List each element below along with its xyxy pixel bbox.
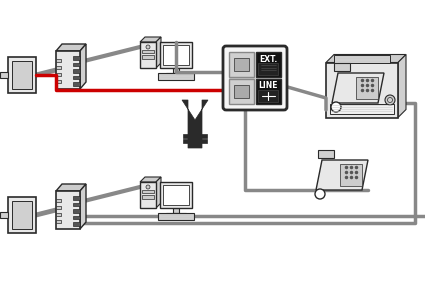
Polygon shape xyxy=(80,44,86,89)
Bar xyxy=(258,63,278,74)
Text: EXT.: EXT. xyxy=(259,55,278,64)
Bar xyxy=(340,164,362,186)
Bar xyxy=(160,42,192,68)
Bar xyxy=(234,85,249,98)
Polygon shape xyxy=(156,37,161,68)
Bar xyxy=(229,52,254,77)
Bar xyxy=(166,213,186,215)
Polygon shape xyxy=(56,44,86,51)
Circle shape xyxy=(315,189,325,199)
Bar xyxy=(56,51,80,89)
Circle shape xyxy=(331,102,341,112)
Bar xyxy=(158,73,194,80)
Text: LINE: LINE xyxy=(259,82,278,91)
Bar xyxy=(12,61,32,89)
Bar xyxy=(56,220,61,223)
Polygon shape xyxy=(316,160,368,190)
Bar xyxy=(73,62,80,66)
Bar xyxy=(73,56,80,59)
Bar xyxy=(142,50,154,52)
Polygon shape xyxy=(398,55,406,118)
Bar xyxy=(73,196,80,200)
Bar xyxy=(56,73,61,76)
Circle shape xyxy=(146,185,150,189)
Bar xyxy=(142,55,154,59)
Bar xyxy=(356,77,378,99)
Bar xyxy=(8,197,36,233)
Bar xyxy=(256,79,281,104)
Polygon shape xyxy=(156,177,161,208)
Bar xyxy=(73,222,80,226)
Bar xyxy=(258,90,278,101)
Polygon shape xyxy=(318,150,334,158)
Circle shape xyxy=(388,98,393,103)
Bar xyxy=(183,134,207,137)
Bar xyxy=(183,139,207,142)
Bar xyxy=(140,182,156,208)
Bar xyxy=(256,52,281,77)
Polygon shape xyxy=(334,63,350,71)
Polygon shape xyxy=(140,37,161,42)
Bar xyxy=(56,66,61,68)
Polygon shape xyxy=(140,177,161,182)
Bar xyxy=(56,80,61,83)
Bar xyxy=(0,212,8,218)
Bar xyxy=(56,191,80,229)
Bar xyxy=(73,209,80,212)
Polygon shape xyxy=(182,100,208,148)
Bar xyxy=(140,42,156,68)
FancyBboxPatch shape xyxy=(223,46,287,110)
Bar xyxy=(56,199,61,202)
Bar xyxy=(0,72,8,78)
Bar xyxy=(73,76,80,79)
Polygon shape xyxy=(80,184,86,229)
Bar xyxy=(163,185,189,205)
Bar xyxy=(330,103,394,113)
Bar xyxy=(163,45,189,65)
Bar xyxy=(142,195,154,199)
Circle shape xyxy=(146,45,150,49)
Bar xyxy=(56,213,61,215)
Bar xyxy=(234,58,249,71)
Circle shape xyxy=(385,95,395,105)
Polygon shape xyxy=(332,73,384,103)
Bar xyxy=(173,208,179,213)
Bar xyxy=(73,215,80,219)
Bar xyxy=(334,55,390,62)
Bar xyxy=(73,202,80,206)
Bar xyxy=(73,69,80,73)
Bar xyxy=(56,59,61,61)
Bar xyxy=(326,62,398,118)
Bar xyxy=(142,190,154,193)
Polygon shape xyxy=(56,184,86,191)
Bar xyxy=(8,57,36,93)
Bar xyxy=(73,82,80,85)
Bar xyxy=(12,201,32,229)
Bar xyxy=(158,213,194,220)
Bar xyxy=(229,79,254,104)
Polygon shape xyxy=(326,55,406,62)
Bar xyxy=(56,206,61,208)
Bar xyxy=(166,73,186,76)
Bar xyxy=(173,68,179,73)
Bar xyxy=(160,182,192,208)
